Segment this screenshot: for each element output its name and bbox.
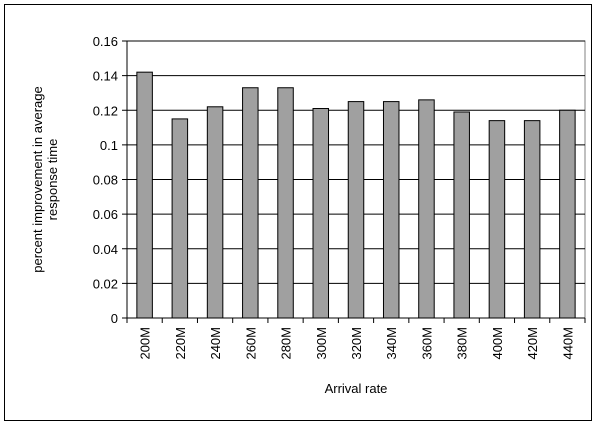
bar [559, 109, 576, 319]
y-tick-label: 0.06 [93, 207, 118, 222]
x-tick-label: 400M [490, 327, 505, 360]
bar [242, 87, 259, 319]
bar [206, 106, 224, 319]
bar [418, 99, 435, 319]
y-tick-label: 0.02 [93, 276, 118, 291]
y-tick-label: 0.14 [93, 69, 118, 84]
y-axis-title: response time [45, 139, 60, 221]
x-tick-label: 420M [525, 327, 540, 360]
y-axis-title: percent improvement in average [30, 86, 45, 272]
x-tick-label: 220M [173, 327, 188, 360]
bar [488, 120, 506, 319]
x-tick-label: 360M [419, 327, 434, 360]
x-tick-label: 200M [138, 327, 153, 360]
y-tick-label: 0.16 [93, 34, 118, 49]
bar [136, 71, 153, 319]
y-tick-label: 0.04 [93, 242, 118, 257]
x-tick-label: 280M [279, 327, 294, 360]
x-tick-label: 300M [314, 327, 329, 360]
bar [347, 101, 365, 319]
y-tick-label: 0.12 [93, 103, 118, 118]
bar [453, 111, 470, 319]
x-tick-label: 240M [208, 327, 223, 360]
y-tick-label: 0 [111, 311, 118, 326]
y-tick-label: 0.08 [93, 173, 118, 188]
x-tick-label: 380M [455, 327, 470, 360]
bar [171, 118, 189, 319]
bar [523, 120, 541, 319]
x-tick-label: 320M [349, 327, 364, 360]
x-tick-label: 260M [243, 327, 258, 360]
x-tick-label: 340M [384, 327, 399, 360]
y-tick-label: 0.1 [100, 138, 118, 153]
bar [382, 101, 400, 319]
bar [277, 87, 294, 319]
x-tick-label: 440M [560, 327, 575, 360]
bar [312, 108, 330, 319]
x-axis-title: Arrival rate [325, 381, 388, 396]
